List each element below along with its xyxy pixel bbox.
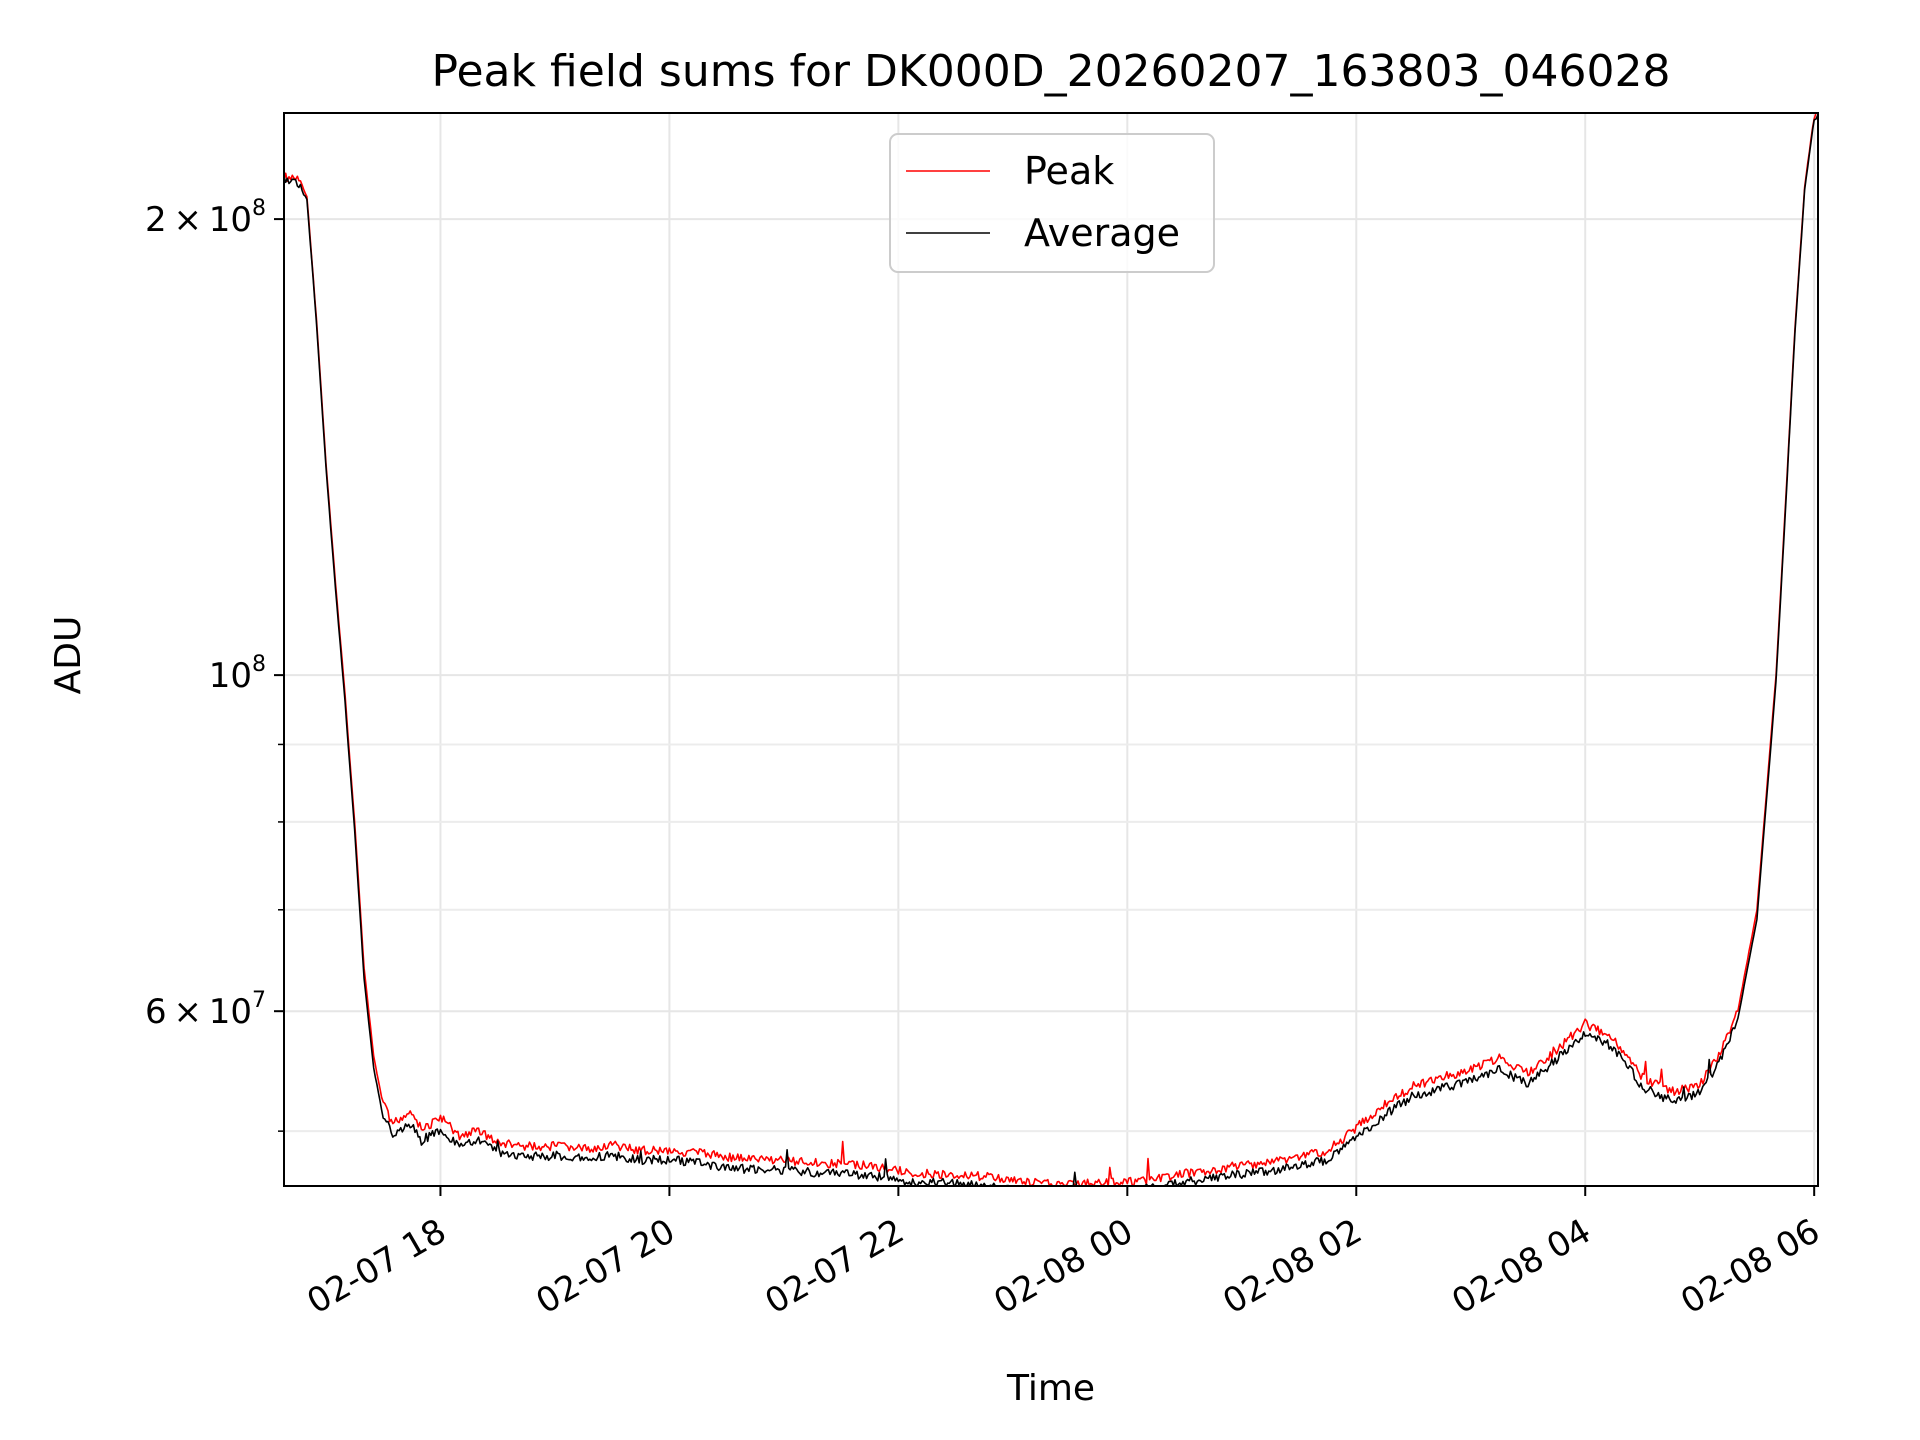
legend: Peak Average	[889, 133, 1215, 273]
legend-box	[889, 133, 1215, 273]
legend-label-average: Average	[1024, 211, 1180, 255]
legend-label-peak: Peak	[1024, 149, 1114, 193]
y-tick-label: 108	[209, 652, 266, 696]
chart-title: Peak field sums for DK000D_20260207_1638…	[432, 46, 1671, 97]
series-line-peak	[283, 112, 1818, 1187]
y-tick-label: 2 × 108	[145, 196, 266, 240]
y-tick-label: 6 × 107	[145, 988, 266, 1032]
plot-frame	[283, 112, 1819, 1187]
x-axis-label: Time	[1006, 1368, 1095, 1409]
y-axis-ticks: 2 × 108 108 6 × 107	[145, 196, 284, 1132]
grid-lines	[284, 113, 1818, 1186]
y-axis-label: ADU	[48, 616, 89, 695]
